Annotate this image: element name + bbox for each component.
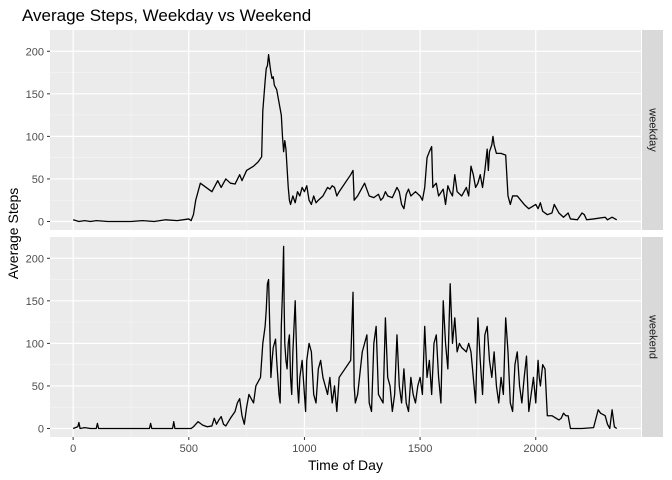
x-tick-label: 2000 [524, 443, 548, 455]
y-tick-label: 150 [26, 296, 44, 308]
strip-background [642, 30, 663, 230]
x-axis-title: Time of Day [308, 457, 383, 473]
y-axis-title: Average Steps [5, 188, 21, 280]
y-tick-label: 100 [26, 131, 44, 143]
panel-background [50, 237, 641, 437]
facet-panel-weekday: 0 50 100 150 200 weekday [26, 30, 663, 230]
series-line-weekend [72, 245, 618, 430]
chart-title: Average Steps, Weekday vs Weekend [22, 6, 311, 25]
y-tick-label: 150 [26, 89, 44, 101]
series-line-weekday [72, 54, 618, 223]
y-tick-label: 200 [26, 253, 44, 265]
y-tick-label: 100 [26, 338, 44, 350]
facet-panel-weekend: 0 50 100 150 200 weekend 0 500 1000 1500 2000 [26, 237, 663, 455]
x-tick-label: 1500 [408, 443, 432, 455]
panel-background [50, 30, 641, 230]
strip-label-weekend: weekend [647, 314, 659, 359]
y-tick-label: 50 [32, 174, 44, 186]
x-tick-label: 0 [70, 443, 76, 455]
strip-label-weekday: weekday [647, 107, 659, 152]
x-tick-label: 1000 [292, 443, 316, 455]
x-tick-label: 500 [180, 443, 198, 455]
y-tick-label: 200 [26, 46, 44, 58]
strip-background [642, 237, 663, 437]
y-tick-label: 0 [38, 423, 44, 435]
y-tick-label: 0 [38, 216, 44, 228]
y-tick-label: 50 [32, 381, 44, 393]
